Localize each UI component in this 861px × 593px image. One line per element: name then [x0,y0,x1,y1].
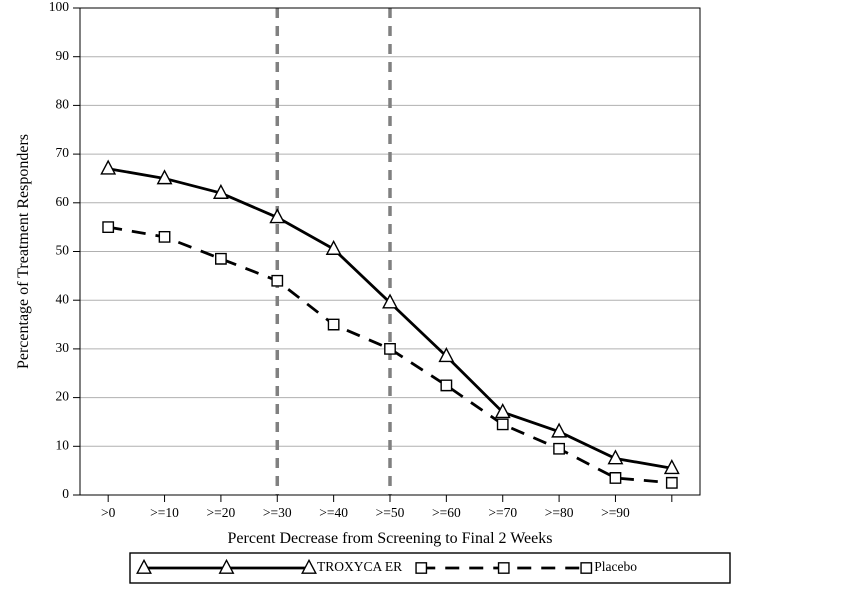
x-tick-label: >=20 [207,505,236,520]
legend-label: Placebo [594,559,637,574]
y-tick-label: 50 [56,243,70,258]
x-tick-label: >=80 [545,505,574,520]
y-tick-label: 90 [56,48,70,63]
y-tick-label: 80 [56,96,70,111]
series-marker [328,319,338,329]
series-marker [441,380,451,390]
y-tick-label: 20 [56,389,70,404]
series-marker [554,444,564,454]
series-marker [216,254,226,264]
x-axis-label: Percent Decrease from Screening to Final… [228,530,553,547]
y-tick-label: 0 [62,486,69,501]
y-tick-label: 10 [56,437,70,452]
legend-label: TROXYCA ER [317,559,402,574]
y-tick-label: 100 [49,0,70,14]
x-tick-label: >=10 [150,505,179,520]
series-marker [159,232,169,242]
y-axis-label: Percentage of Treatment Responders [15,134,32,369]
x-tick-label: >=70 [488,505,517,520]
series-marker [272,276,282,286]
x-tick-label: >=30 [263,505,292,520]
series-marker [667,478,677,488]
series-marker [103,222,113,232]
series-marker [498,419,508,429]
y-tick-label: 30 [56,340,70,355]
x-tick-label: >=90 [601,505,630,520]
y-tick-label: 60 [56,194,70,209]
y-tick-label: 40 [56,291,70,306]
responder-chart: 0 10 20 30 40 50 60 70 80 90 100 >0 >=10 >=20 >=30 >=40… [0,0,861,593]
legend: TROXYCA ER Placebo [130,553,730,583]
y-tick-label: 70 [56,145,70,160]
x-tick-label: >=60 [432,505,461,520]
series-marker [610,473,620,483]
series-marker [385,344,395,354]
x-tick-label: >=50 [376,505,405,520]
x-tick-label: >=40 [319,505,348,520]
x-tick-label: >0 [101,505,116,520]
